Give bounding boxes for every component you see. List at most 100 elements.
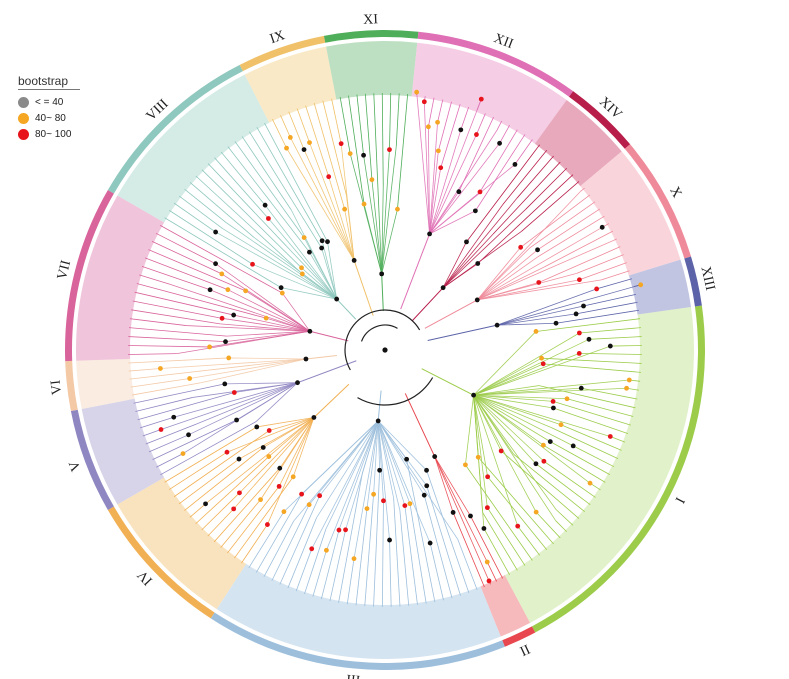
clade-i-internal-branch (473, 395, 489, 477)
clade-iii-internal-branch (316, 420, 379, 518)
clade-xi-leaf-branch (397, 93, 409, 210)
clade-x-internal-branch (477, 279, 580, 301)
bootstrap-dot (377, 467, 383, 473)
clade-iii-leaf-branch (295, 548, 313, 592)
clade-xii-leaf-branch (437, 99, 444, 123)
bootstrap-dot (262, 202, 268, 208)
clade-vii-node-dot (307, 328, 313, 334)
bootstrap-dot (456, 189, 462, 195)
clade-iii-ring (210, 612, 505, 670)
clade-iv-leaf-branch (178, 458, 240, 505)
bootstrap-dot (299, 491, 305, 497)
clade-i-leaf-branch (535, 318, 641, 332)
clade-iv-internal-branch (292, 417, 315, 477)
bootstrap-dot (361, 201, 367, 207)
bootstrap-dot (231, 390, 237, 395)
clade-xiv-internal-branch (442, 197, 518, 288)
clade-viii-leaf-branch (264, 122, 328, 242)
clade-iii-leaf-branch (373, 470, 381, 607)
clade-iii-internal-branch (377, 420, 401, 511)
clade-v-leaf-branch (137, 392, 235, 421)
clade-ii-label: II (517, 641, 532, 659)
bootstrap-dot (226, 355, 232, 361)
clade-ii-leaf-branch (452, 512, 485, 588)
clade-ix-internal-branch (309, 142, 355, 261)
clade-iv-internal-branch (269, 417, 315, 431)
clade-xi-internal-branch (381, 149, 390, 274)
clade-iii-leaf-branch (248, 511, 285, 569)
clade-iv-leaf-branch (213, 467, 281, 543)
clade-iii-leaf-branch (426, 485, 461, 596)
bootstrap-dot (484, 559, 490, 565)
bootstrap-dot (290, 474, 296, 480)
bootstrap-legend: bootstrap < = 40 40~ 80 80~ 100 (18, 74, 108, 142)
clade-x-internal-branch (476, 247, 521, 301)
bootstrap-dot (369, 177, 375, 183)
clade-xiv-internal-branch (442, 209, 526, 288)
clade-xiii-band (628, 259, 691, 315)
clade-viii-leaf-branch (220, 151, 266, 206)
bootstrap-dot (484, 505, 490, 511)
bootstrap-dot (336, 527, 342, 533)
clade-x-leaf-branch (544, 230, 614, 268)
bootstrap-dot (263, 315, 269, 321)
clade-i-internal-branch (473, 394, 554, 409)
clade-i-leaf-branch (513, 453, 585, 513)
clade-xiv-internal-branch (442, 204, 504, 288)
clade-xiii-internal-branch (497, 284, 641, 326)
clade-v-node-dot (295, 380, 300, 386)
bootstrap-dot (265, 522, 270, 527)
clade-viii-internal-branch (281, 287, 337, 300)
clade-viii-leaf-branch (164, 217, 282, 288)
bootstrap-dot (558, 422, 564, 428)
clade-iv-leaf-branch (234, 476, 294, 559)
clade-i-internal-branch (473, 345, 611, 396)
clade-i-leaf-branch (543, 460, 596, 498)
clade-i-leaf-branch (551, 427, 619, 459)
clade-iv-internal-branch (278, 417, 315, 487)
clade-vii-internal-branch (220, 323, 310, 332)
clade-x-internal-branch (477, 226, 603, 301)
bootstrap-dot (219, 315, 225, 321)
clade-iii-internal-branch (325, 420, 379, 530)
clade-x-internal-branch (476, 249, 538, 301)
clade-v-leaf-branch (160, 421, 257, 476)
clade-v-label: V (67, 458, 85, 473)
clade-i-internal-branch (473, 394, 557, 521)
bootstrap-dot (338, 141, 344, 147)
clade-iii-internal-branch (366, 420, 379, 509)
clade-xi-internal-branch (381, 146, 397, 274)
clade-v-leaf-branch (133, 383, 225, 404)
bootstrap-dot (186, 432, 191, 438)
clade-xiv-internal-branch (442, 231, 522, 289)
bootstrap-dot (347, 151, 353, 156)
clade-xii-internal-branch (429, 98, 482, 235)
bootstrap-dot (450, 510, 456, 515)
clade-i-band (504, 306, 695, 623)
bootstrap-dot (533, 509, 539, 515)
bootstrap-dot (587, 480, 593, 486)
bootstrap-dot (550, 398, 556, 404)
bootstrap-dot (266, 216, 271, 221)
clade-i-internal-branch (473, 363, 544, 396)
clade-vii-internal-branch (186, 325, 310, 332)
clade-i-internal-branch (473, 353, 580, 396)
clade-ii-leaf-branch (470, 515, 504, 579)
bootstrap-dot (234, 417, 239, 423)
clade-xiv-leaf-branch (477, 174, 574, 264)
clade-xiv-leaf-branch (521, 181, 580, 232)
bootstrap-dot (301, 235, 307, 241)
clade-ix-leaf-branch (271, 118, 287, 149)
clade-iv-leaf-branch (207, 508, 234, 537)
clade-i-leaf-branch (581, 387, 638, 400)
clade-viii-leaf-branch (207, 163, 287, 247)
clade-iii-internal-branch (377, 420, 459, 540)
clade-x-leaf-branch (537, 215, 605, 258)
clade-vi-leaf-branch (128, 368, 161, 372)
clade-xiv-internal-branch (442, 241, 467, 288)
clade-i-internal-branch (465, 395, 474, 465)
bootstrap-dot (498, 448, 504, 454)
clade-iii-leaf-branch (263, 520, 295, 577)
clade-vii-leaf-branch (151, 241, 222, 275)
clade-ii-internal-branch (434, 456, 454, 513)
